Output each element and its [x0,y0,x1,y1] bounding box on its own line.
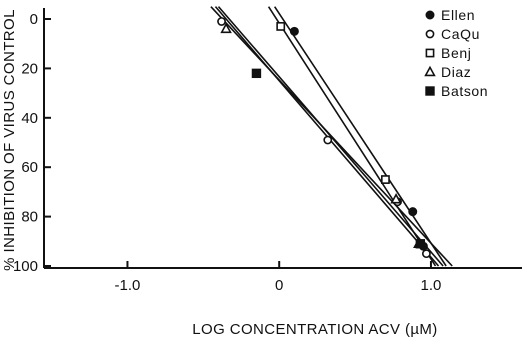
legend-marker-batson [426,87,434,95]
y-tick-label: 40 [21,110,38,127]
fit-line-ellen [275,7,446,266]
legend-marker-ellen [426,11,434,19]
legend-marker-caqu [426,30,433,37]
data-point-ellen [409,208,417,216]
legend-label-ellen: Ellen [441,7,475,23]
fit-lines [211,7,452,266]
fit-line-benj [269,7,436,266]
data-point-batson [416,240,424,248]
data-point-benj [277,23,284,30]
legend-label-diaz: Diaz [441,64,471,80]
legend: Ellen CaQu Benj Diaz Batson [426,7,489,99]
legend-label-caqu: CaQu [441,26,480,42]
x-tick-label: 0 [275,277,283,294]
legend-label-benj: Benj [441,45,471,61]
data-point-caqu [218,18,225,25]
y-axis-title: % INHIBITION OF VIRUS CONTROL [1,9,18,271]
y-tick-label: 20 [21,60,38,77]
x-tick-label: -1.0 [115,277,141,294]
y-tick-label: 80 [21,209,38,226]
y-tick-label: 0 [30,11,38,28]
y-tick-label: 60 [21,159,38,176]
legend-marker-diaz [426,67,435,75]
x-ticks: -1.0 0 1.0 [115,261,442,294]
legend-marker-benj [426,49,433,56]
data-point-ellen [290,27,298,35]
fit-line-batson [219,7,444,266]
data-point-caqu [324,136,331,143]
data-markers [218,18,430,257]
legend-label-batson: Batson [441,83,488,99]
data-point-benj [382,176,389,183]
x-tick-label: 1.0 [421,277,442,294]
data-point-caqu [423,250,430,257]
x-axis-title: LOG CONCENTRATION ACV (µM) [192,321,437,338]
data-point-batson [252,69,260,77]
